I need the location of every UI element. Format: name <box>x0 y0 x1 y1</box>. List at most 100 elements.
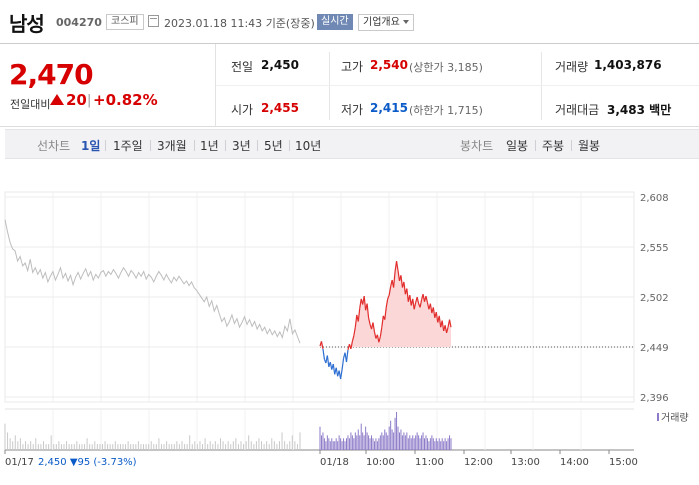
volume-value: 1,403,876 <box>594 58 662 72</box>
tab-period-1y[interactable]: 1년 <box>200 139 219 153</box>
summary-divider <box>541 52 542 120</box>
prev-day-change-rate: (-3.73%) <box>93 457 136 468</box>
tab-candle-monthly[interactable]: 월봉 <box>578 139 601 153</box>
diff-amount: 20 <box>66 91 87 109</box>
today-price-segment <box>397 270 401 282</box>
tab-period-10y[interactable]: 10년 <box>295 139 322 153</box>
upper-limit: (상한가 3,185) <box>409 61 483 74</box>
price-summary: 2,470 전일대비 20 | +0.82% 전일 2,450 시가 2,455… <box>0 43 699 127</box>
high-label: 고가 <box>341 60 364 74</box>
tab-divider <box>257 140 258 151</box>
today-price-segment <box>406 288 409 302</box>
line-chart-label: 선차트 <box>37 139 71 153</box>
realtime-badge[interactable]: 실시간 <box>317 14 353 30</box>
tab-period-3y[interactable]: 3년 <box>232 139 251 153</box>
today-price-segment <box>322 348 326 360</box>
tab-period-5y[interactable]: 5년 <box>264 139 283 153</box>
y-tick-label: 2,555 <box>640 243 669 254</box>
company-overview-button[interactable]: 기업개요 <box>358 14 414 31</box>
today-price-segment <box>341 358 345 370</box>
up-fill-area <box>320 261 451 347</box>
tab-divider <box>105 140 106 151</box>
chevron-down-icon <box>402 20 409 24</box>
low-label: 저가 <box>341 103 364 117</box>
today-price-segment <box>387 294 390 300</box>
today-price-segment <box>357 308 361 322</box>
company-overview-label: 기업개요 <box>363 17 400 28</box>
diff-rate: +0.82% <box>93 91 158 109</box>
today-price-segment <box>416 296 420 304</box>
x-tick-label: 10:00 <box>366 457 395 468</box>
today-price-segment <box>409 295 412 306</box>
price-chart[interactable]: 2,608 2,555 2,502 2,449 2,396 거래량 01/17 01/18 10… <box>0 180 699 485</box>
x-tick-label: 14:00 <box>560 457 589 468</box>
chart-period-tabs: 선차트 1일 1주일 3개월 1년 3년 5년 10년 봉차트 일봉 주봉 월봉 <box>5 129 699 159</box>
x-tick-label: 01/17 <box>5 457 34 468</box>
y-tick-label: 2,396 <box>640 393 669 404</box>
stock-name: 남성 <box>9 12 45 36</box>
today-price-segment <box>388 286 392 296</box>
datetime-value: 2023.01.18 11:43 <box>164 17 263 30</box>
tab-candle-weekly[interactable]: 주봉 <box>542 139 565 153</box>
today-price-segment <box>340 369 343 380</box>
today-price-segment <box>392 271 396 288</box>
y-tick-label: 2,502 <box>640 293 669 304</box>
today-price-segment <box>367 317 371 325</box>
today-price-segment <box>413 302 417 310</box>
y-tick-label: 2,608 <box>640 193 669 204</box>
today-price-segment <box>403 281 406 295</box>
volume-legend-swatch <box>657 413 659 421</box>
high-value: 2,540 <box>370 58 408 72</box>
y-tick-label: 2,449 <box>640 343 669 354</box>
tab-period-1d[interactable]: 1일 <box>81 139 101 153</box>
today-price-segment <box>432 307 436 318</box>
prev-close-label: 전일 <box>231 60 254 74</box>
today-price-segment <box>379 327 383 337</box>
today-price-segment <box>350 341 353 350</box>
candle-chart-label: 봉차트 <box>460 139 494 153</box>
tab-period-1w[interactable]: 1주일 <box>113 139 143 153</box>
tab-divider <box>535 140 536 151</box>
today-price-segment <box>400 275 404 288</box>
open-value: 2,455 <box>261 101 299 115</box>
today-price-segment <box>381 315 384 328</box>
x-tick-label: 12:00 <box>464 457 493 468</box>
prev-day-summary: 2,450 ▼95 (-3.73%) <box>38 457 137 468</box>
x-tick-label: 15:00 <box>609 457 638 468</box>
x-tick-label: 11:00 <box>415 457 444 468</box>
summary-row-divider <box>216 85 699 86</box>
today-price-segment <box>384 307 387 320</box>
tab-divider <box>150 140 151 151</box>
today-price-segment <box>345 349 349 363</box>
calendar-icon <box>148 15 159 27</box>
today-price-segment <box>412 298 415 310</box>
low-value: 2,415 <box>370 101 408 115</box>
tab-candle-daily[interactable]: 일봉 <box>506 139 529 153</box>
today-price-segment <box>385 298 389 308</box>
today-price-segment <box>438 315 442 328</box>
tab-divider <box>289 140 290 151</box>
prev-close-value: 2,450 <box>261 58 299 72</box>
today-price-segment <box>446 327 449 334</box>
prev-day-price-line <box>4 219 301 344</box>
tab-period-3m[interactable]: 3개월 <box>157 139 187 153</box>
stock-header: 남성 004270 코스피 2023.01.18 11:43 기준(장중) 실시… <box>0 0 699 44</box>
x-tick-label: 01/18 <box>320 457 349 468</box>
today-price-segment <box>435 312 439 323</box>
today-price-segment <box>353 327 356 336</box>
stock-code: 004270 <box>56 16 102 29</box>
today-price-segment <box>441 320 445 332</box>
today-price-segment <box>395 261 399 271</box>
prev-day-price: 2,450 <box>38 457 70 468</box>
open-label: 시가 <box>231 103 254 117</box>
today-price-segment <box>378 336 381 343</box>
today-price-segment <box>332 363 336 375</box>
today-price-segment <box>363 295 367 311</box>
amount-unit: 백만 <box>649 103 672 117</box>
today-price-segment <box>372 322 376 332</box>
today-price-segment <box>354 314 358 328</box>
diff-label: 전일대비 <box>10 98 51 111</box>
diff-separator: | <box>87 93 92 108</box>
volume-label: 거래량 <box>555 60 589 74</box>
today-price-segment <box>351 335 355 342</box>
